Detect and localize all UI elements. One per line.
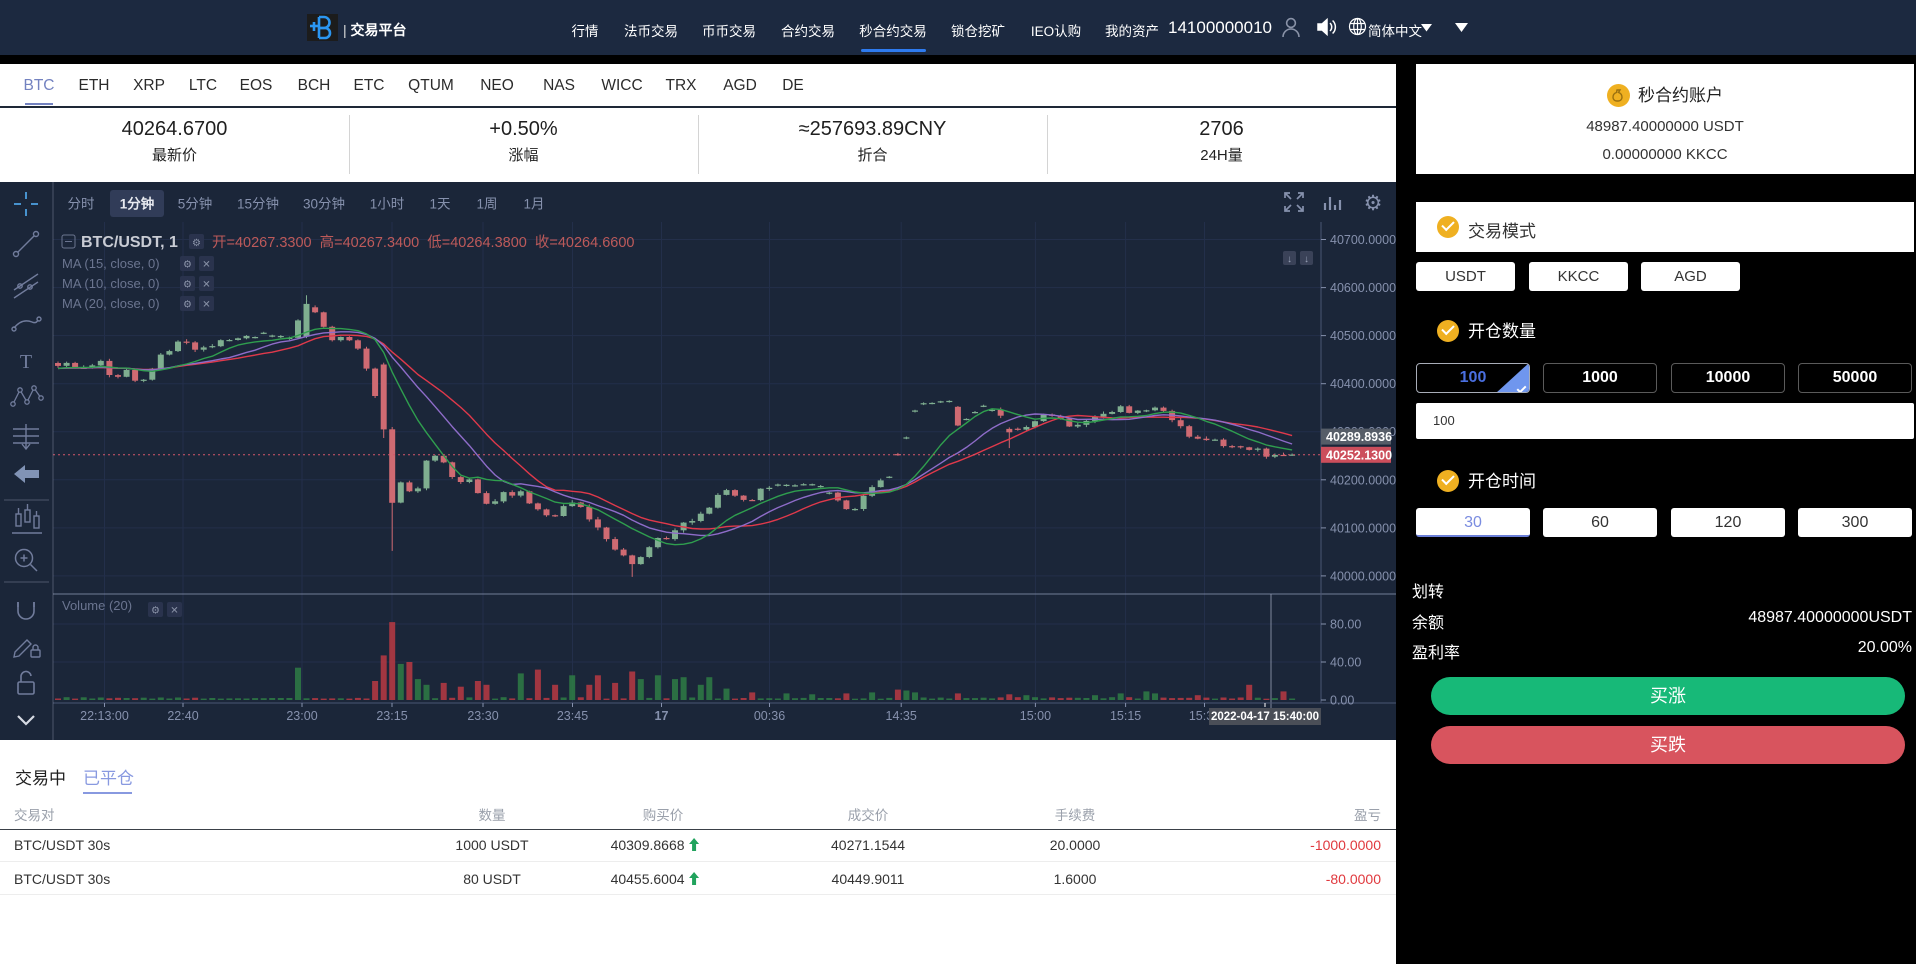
svg-text:✕: ✕: [202, 300, 210, 311]
svg-text:40400.0000: 40400.0000: [1330, 377, 1396, 391]
svg-text:开=40267.3300 高=40267.3400 低=: 开=40267.3300 高=40267.3400 低=40264.3800 收…: [212, 234, 634, 251]
svg-text:80.00: 80.00: [1330, 618, 1361, 632]
svg-text:⚙: ⚙: [1364, 192, 1383, 215]
svg-text:40100.0000: 40100.0000: [1330, 521, 1396, 535]
svg-text:分时: 分时: [68, 197, 95, 212]
svg-text:Volume (20): Volume (20): [62, 598, 132, 613]
svg-text:40500.0000: 40500.0000: [1330, 329, 1396, 343]
svg-text:22:13:00: 22:13:00: [80, 709, 129, 723]
svg-text:0.00: 0.00: [1330, 694, 1354, 708]
svg-text:00:36: 00:36: [754, 709, 785, 723]
svg-text:15分钟: 15分钟: [237, 196, 279, 212]
svg-text:⚙: ⚙: [151, 606, 160, 617]
svg-text:✕: ✕: [170, 606, 178, 617]
svg-text:5分钟: 5分钟: [178, 196, 213, 212]
svg-text:40.00: 40.00: [1330, 656, 1361, 670]
svg-text:30分钟: 30分钟: [303, 196, 345, 212]
svg-text:23:45: 23:45: [557, 709, 588, 723]
svg-text:⚙: ⚙: [183, 280, 192, 291]
svg-text:1天: 1天: [429, 197, 451, 212]
svg-text:↓: ↓: [1304, 254, 1309, 265]
svg-text:⚙: ⚙: [192, 238, 201, 249]
svg-text:BTC/USDT, 1: BTC/USDT, 1: [81, 234, 178, 251]
svg-text:40252.1300: 40252.1300: [1326, 448, 1392, 462]
svg-text:14:35: 14:35: [886, 709, 917, 723]
svg-text:23:15: 23:15: [376, 709, 407, 723]
svg-text:23:00: 23:00: [286, 709, 317, 723]
svg-text:1月: 1月: [523, 197, 544, 212]
svg-text:40600.0000: 40600.0000: [1330, 281, 1396, 295]
svg-text:40200.0000: 40200.0000: [1330, 473, 1396, 487]
svg-text:23:30: 23:30: [467, 709, 498, 723]
svg-text:40289.8936: 40289.8936: [1326, 430, 1392, 444]
svg-text:MA (15, close, 0): MA (15, close, 0): [62, 256, 160, 271]
svg-text:MA (20, close, 0): MA (20, close, 0): [62, 296, 160, 311]
svg-text:✕: ✕: [202, 280, 210, 291]
svg-text:MA (10, close, 0): MA (10, close, 0): [62, 276, 160, 291]
svg-text:✕: ✕: [202, 260, 210, 271]
svg-text:↓: ↓: [1287, 254, 1292, 265]
svg-text:1小时: 1小时: [370, 197, 405, 212]
svg-text:1周: 1周: [476, 197, 497, 212]
svg-text:⚙: ⚙: [183, 260, 192, 271]
svg-text:17: 17: [655, 709, 669, 723]
svg-text:15:15: 15:15: [1110, 709, 1141, 723]
svg-text:40700.0000: 40700.0000: [1330, 233, 1396, 247]
svg-text:22:40: 22:40: [167, 709, 198, 723]
svg-text:⚙: ⚙: [183, 300, 192, 311]
svg-text:15:00: 15:00: [1020, 709, 1051, 723]
svg-text:T: T: [20, 351, 32, 373]
svg-text:1分钟: 1分钟: [120, 196, 155, 212]
svg-text:40000.0000: 40000.0000: [1330, 569, 1396, 583]
svg-text:2022-04-17 15:40:00: 2022-04-17 15:40:00: [1211, 711, 1319, 723]
